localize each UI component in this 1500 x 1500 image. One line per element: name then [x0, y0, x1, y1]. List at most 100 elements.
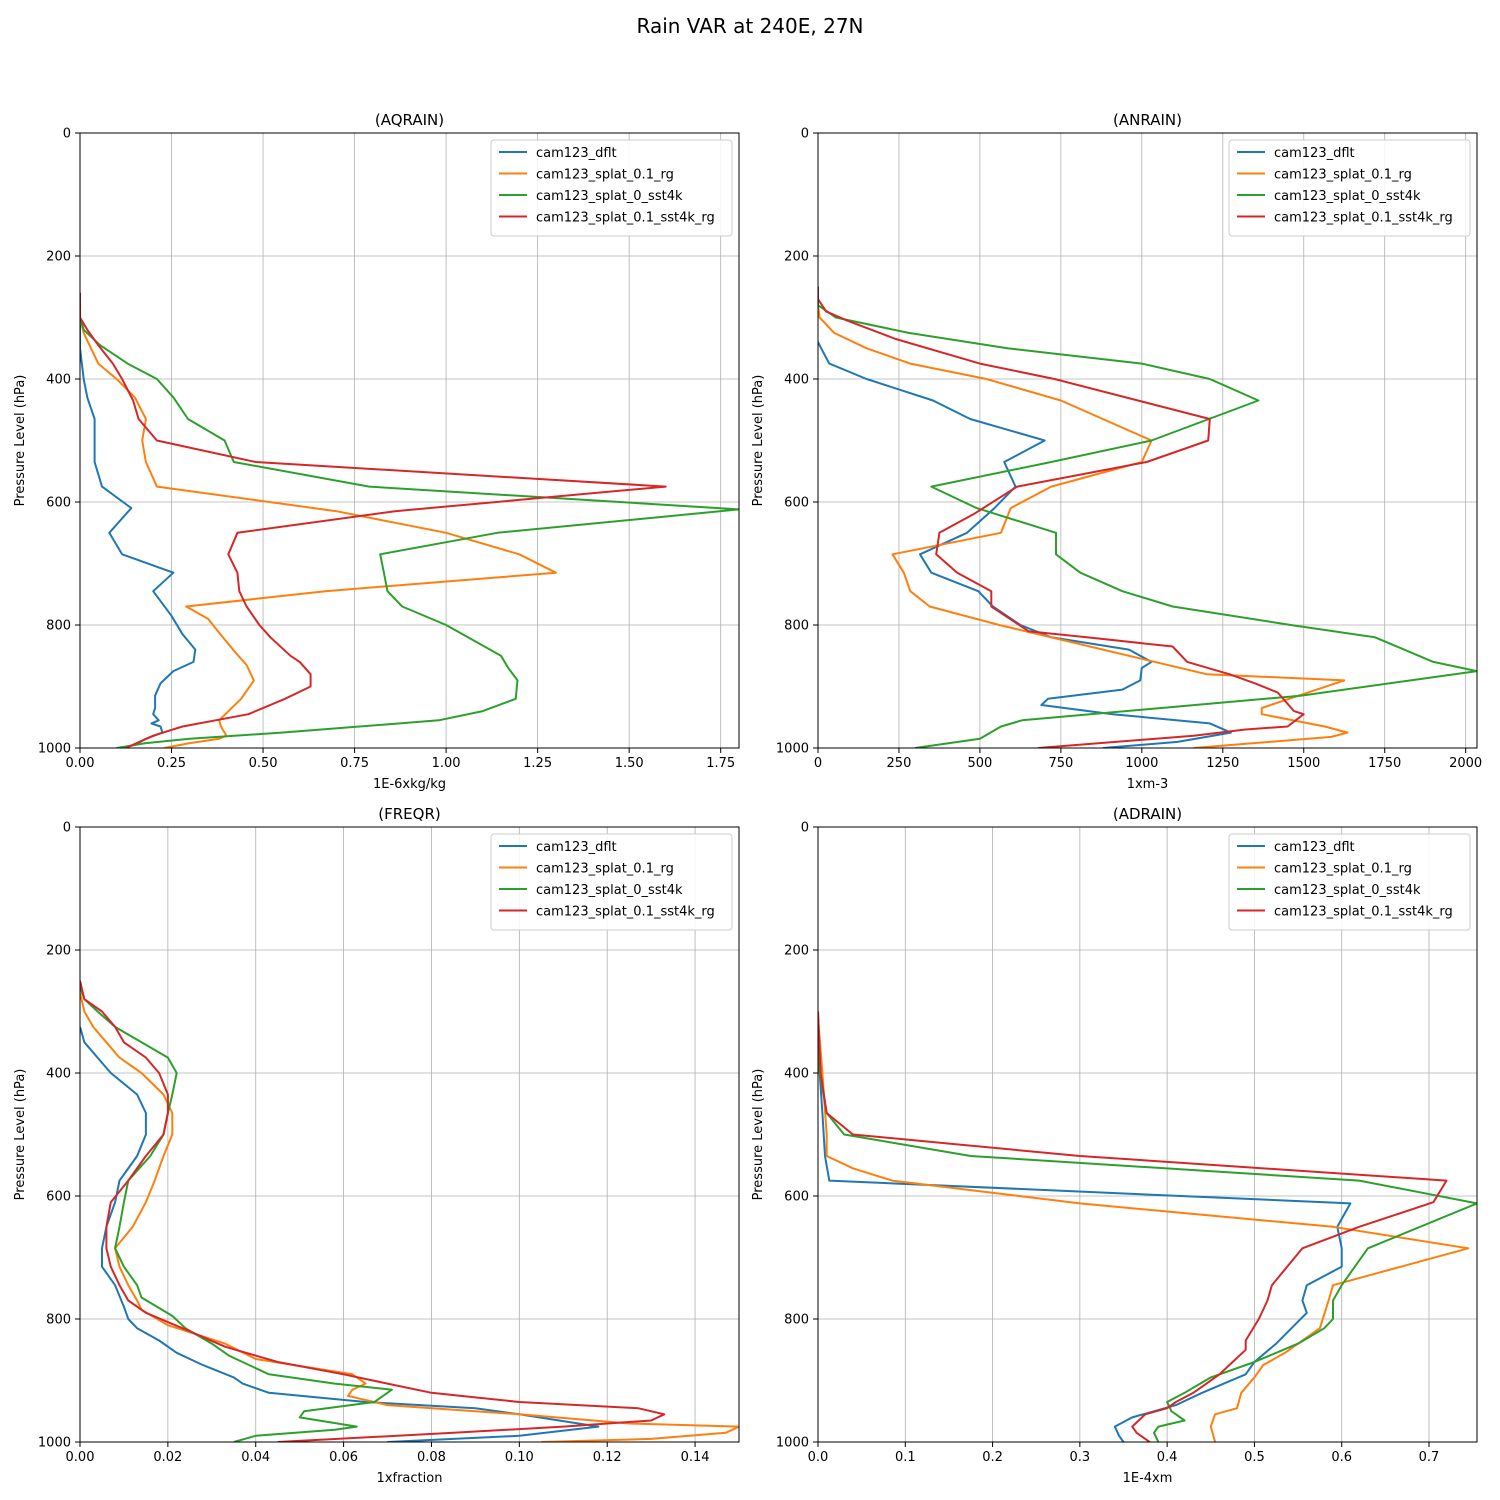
x-tick-label: 750: [1048, 756, 1073, 771]
y-axis-label: Pressure Level (hPa): [751, 375, 766, 507]
axes-frame: [817, 132, 1478, 749]
x-tick-label: 0.0: [808, 1450, 829, 1465]
chart-title: (FREQR): [378, 805, 440, 823]
y-tick-label: 1000: [38, 742, 71, 757]
y-tick-label: 200: [784, 250, 809, 265]
legend-label: cam123_splat_0_sst4k: [536, 883, 683, 898]
y-tick-label: 800: [46, 1313, 71, 1328]
series-line-cam123_splat_0.1_sst4k_rg: [818, 286, 1305, 748]
x-axis-label: 1E-6xkg/kg: [373, 777, 446, 792]
y-tick-label: 0: [63, 821, 71, 836]
legend-label: cam123_splat_0.1_sst4k_rg: [536, 905, 715, 920]
chart-title: (ANRAIN): [1113, 111, 1182, 129]
y-tick-label: 400: [784, 1067, 809, 1082]
x-tick-label: 0.00: [66, 1450, 95, 1465]
series-line-cam123_dflt: [80, 317, 197, 748]
series-line-cam123_splat_0.1_sst4k_rg: [80, 980, 666, 1442]
legend-box: [490, 833, 733, 931]
series-line-cam123_splat_0_sst4k: [818, 1011, 1477, 1442]
legend-label: cam123_dflt: [536, 146, 617, 161]
x-tick-label: 0.6: [1331, 1450, 1352, 1465]
series-line-cam123_splat_0_sst4k: [80, 986, 393, 1442]
chart-panel-freqr: 0.00 0.02 0.04 0.06 0.08 0.10 0.12 0.14 0 200 400 6…: [13, 805, 740, 1486]
x-tick-label: 0: [814, 756, 822, 771]
axes-frame: [79, 826, 740, 1443]
chart-title: (ADRAIN): [1113, 805, 1182, 823]
chart-panel-adrain: 0.0 0.1 0.2 0.3 0.4 0.5 0.6 0.7 0 200 400 600 800 100…: [751, 805, 1478, 1486]
x-tick-label: 1.50: [615, 756, 644, 771]
legend-label: cam123_splat_0.1_sst4k_rg: [1274, 211, 1453, 226]
y-tick-label: 600: [784, 496, 809, 511]
x-tick-label: 0.10: [505, 1450, 534, 1465]
x-tick-label: 0.75: [340, 756, 369, 771]
series-line-cam123_splat_0.1_sst4k_rg: [818, 1011, 1448, 1442]
legend-box: [1228, 833, 1471, 931]
x-tick-label: 1.75: [706, 756, 735, 771]
y-tick-label: 1000: [776, 1436, 809, 1451]
legend-label: cam123_splat_0.1_rg: [1274, 862, 1412, 877]
x-tick-label: 1500: [1287, 756, 1320, 771]
y-tick-label: 200: [46, 250, 71, 265]
x-tick-label: 1.00: [432, 756, 461, 771]
y-tick-label: 0: [801, 821, 809, 836]
y-tick-label: 400: [46, 1067, 71, 1082]
legend: cam123_dflt cam123_splat_0.1_rg cam123_spl…: [490, 139, 733, 237]
legend-box: [1228, 139, 1471, 237]
x-tick-label: 1250: [1206, 756, 1239, 771]
y-tick-label: 400: [784, 373, 809, 388]
x-tick-label: 1000: [1125, 756, 1158, 771]
legend-label: cam123_splat_0.1_rg: [536, 168, 674, 183]
legend-label: cam123_splat_0.1_sst4k_rg: [536, 211, 715, 226]
y-tick-label: 200: [784, 944, 809, 959]
y-axis-label: Pressure Level (hPa): [13, 375, 28, 507]
x-tick-label: 0.1: [895, 1450, 916, 1465]
x-tick-label: 1750: [1368, 756, 1401, 771]
x-tick-label: 1.25: [523, 756, 552, 771]
axes-frame: [79, 132, 740, 749]
x-tick-label: 2000: [1449, 756, 1482, 771]
legend-box: [490, 139, 733, 237]
chart-panel-anrain: 0 250 500 750 1000 1250 1500 1750 2000 0 200 400 600…: [751, 111, 1482, 792]
x-tick-label: 0.08: [417, 1450, 446, 1465]
axes-frame: [817, 826, 1478, 1443]
series-line-cam123_splat_0.1_rg: [818, 305, 1349, 748]
legend: cam123_dflt cam123_splat_0.1_rg cam123_spl…: [490, 833, 733, 931]
x-tick-label: 0.00: [66, 756, 95, 771]
legend: cam123_dflt cam123_splat_0.1_rg cam123_spl…: [1228, 139, 1471, 237]
x-tick-label: 0.12: [593, 1450, 622, 1465]
x-axis-label: 1xm-3: [1127, 777, 1169, 792]
series-line-cam123_dflt: [818, 1023, 1352, 1442]
legend-label: cam123_splat_0.1_rg: [536, 862, 674, 877]
x-tick-label: 500: [968, 756, 993, 771]
x-tick-label: 0.14: [681, 1450, 710, 1465]
x-tick-label: 0.06: [329, 1450, 358, 1465]
x-tick-label: 0.5: [1244, 1450, 1265, 1465]
series-line-cam123_splat_0.1_rg: [80, 292, 557, 748]
legend-label: cam123_splat_0_sst4k: [1274, 883, 1421, 898]
legend-label: cam123_dflt: [1274, 840, 1355, 855]
y-tick-label: 0: [801, 127, 809, 142]
x-tick-label: 0.7: [1419, 1450, 1440, 1465]
y-axis-label: Pressure Level (hPa): [751, 1069, 766, 1201]
x-tick-label: 0.4: [1157, 1450, 1178, 1465]
y-tick-label: 400: [46, 373, 71, 388]
legend-label: cam123_splat_0.1_sst4k_rg: [1274, 905, 1453, 920]
x-tick-label: 0.04: [241, 1450, 270, 1465]
x-tick-label: 0.25: [157, 756, 186, 771]
x-axis-label: 1E-4xm: [1123, 1471, 1173, 1486]
legend-label: cam123_dflt: [1274, 146, 1355, 161]
series-line-cam123_splat_0.1_sst4k_rg: [80, 292, 667, 748]
x-tick-label: 0.50: [249, 756, 278, 771]
legend-label: cam123_splat_0_sst4k: [536, 189, 683, 204]
series-line-cam123_splat_0_sst4k: [818, 286, 1477, 748]
figure-title: Rain VAR at 240E, 27N: [636, 14, 864, 38]
y-tick-label: 600: [46, 1190, 71, 1205]
legend: cam123_dflt cam123_splat_0.1_rg cam123_spl…: [1228, 833, 1471, 931]
series-line-cam123_splat_0_sst4k: [80, 292, 739, 748]
x-tick-label: 0.2: [982, 1450, 1003, 1465]
x-tick-label: 250: [887, 756, 912, 771]
y-tick-label: 1000: [776, 742, 809, 757]
y-tick-label: 800: [784, 619, 809, 634]
x-tick-label: 0.02: [153, 1450, 182, 1465]
